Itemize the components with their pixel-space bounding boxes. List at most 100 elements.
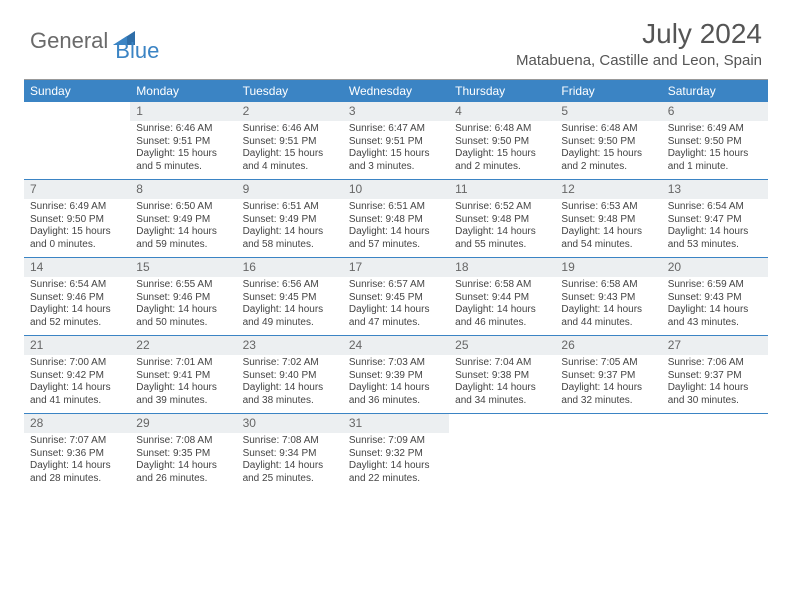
day-details: Sunrise: 7:02 AMSunset: 9:40 PMDaylight:…	[237, 355, 343, 413]
sunrise-text: Sunrise: 6:56 AM	[243, 279, 337, 292]
day-number: 19	[555, 258, 661, 277]
day-details: Sunrise: 6:49 AMSunset: 9:50 PMDaylight:…	[24, 199, 130, 257]
sunset-text: Sunset: 9:43 PM	[668, 292, 762, 305]
sunset-text: Sunset: 9:51 PM	[243, 136, 337, 149]
sunset-text: Sunset: 9:48 PM	[455, 214, 549, 227]
day-number: 22	[130, 336, 236, 355]
calendar-cell: 23Sunrise: 7:02 AMSunset: 9:40 PMDayligh…	[237, 336, 343, 413]
calendar-cell	[24, 102, 130, 179]
day-details: Sunrise: 6:53 AMSunset: 9:48 PMDaylight:…	[555, 199, 661, 257]
sunrise-text: Sunrise: 6:46 AM	[243, 123, 337, 136]
sunrise-text: Sunrise: 7:03 AM	[349, 357, 443, 370]
sunset-text: Sunset: 9:37 PM	[561, 370, 655, 383]
calendar-cell: 27Sunrise: 7:06 AMSunset: 9:37 PMDayligh…	[662, 336, 768, 413]
day-details: Sunrise: 6:56 AMSunset: 9:45 PMDaylight:…	[237, 277, 343, 335]
daylight-text: Daylight: 14 hours and 26 minutes.	[136, 460, 230, 485]
sunrise-text: Sunrise: 6:57 AM	[349, 279, 443, 292]
day-number: 20	[662, 258, 768, 277]
calendar-cell: 7Sunrise: 6:49 AMSunset: 9:50 PMDaylight…	[24, 180, 130, 257]
day-details	[662, 433, 768, 441]
day-number: 31	[343, 414, 449, 433]
day-details: Sunrise: 6:54 AMSunset: 9:47 PMDaylight:…	[662, 199, 768, 257]
day-details: Sunrise: 6:47 AMSunset: 9:51 PMDaylight:…	[343, 121, 449, 179]
day-details: Sunrise: 6:58 AMSunset: 9:43 PMDaylight:…	[555, 277, 661, 335]
day-number: 23	[237, 336, 343, 355]
sunrise-text: Sunrise: 6:46 AM	[136, 123, 230, 136]
sunrise-text: Sunrise: 6:51 AM	[243, 201, 337, 214]
sunset-text: Sunset: 9:50 PM	[455, 136, 549, 149]
daylight-text: Daylight: 14 hours and 41 minutes.	[30, 382, 124, 407]
weekday-header: Monday	[130, 80, 236, 102]
daylight-text: Daylight: 14 hours and 39 minutes.	[136, 382, 230, 407]
calendar-cell: 8Sunrise: 6:50 AMSunset: 9:49 PMDaylight…	[130, 180, 236, 257]
daylight-text: Daylight: 14 hours and 30 minutes.	[668, 382, 762, 407]
sunrise-text: Sunrise: 7:08 AM	[136, 435, 230, 448]
sunrise-text: Sunrise: 7:04 AM	[455, 357, 549, 370]
sunset-text: Sunset: 9:41 PM	[136, 370, 230, 383]
day-number: 9	[237, 180, 343, 199]
sunset-text: Sunset: 9:37 PM	[668, 370, 762, 383]
daylight-text: Daylight: 15 hours and 3 minutes.	[349, 148, 443, 173]
sunset-text: Sunset: 9:47 PM	[668, 214, 762, 227]
calendar-cell: 6Sunrise: 6:49 AMSunset: 9:50 PMDaylight…	[662, 102, 768, 179]
calendar-cell: 3Sunrise: 6:47 AMSunset: 9:51 PMDaylight…	[343, 102, 449, 179]
daylight-text: Daylight: 14 hours and 54 minutes.	[561, 226, 655, 251]
calendar-cell: 10Sunrise: 6:51 AMSunset: 9:48 PMDayligh…	[343, 180, 449, 257]
sunrise-text: Sunrise: 6:49 AM	[30, 201, 124, 214]
day-number: 13	[662, 180, 768, 199]
sunrise-text: Sunrise: 7:00 AM	[30, 357, 124, 370]
day-details: Sunrise: 7:07 AMSunset: 9:36 PMDaylight:…	[24, 433, 130, 491]
day-details: Sunrise: 6:58 AMSunset: 9:44 PMDaylight:…	[449, 277, 555, 335]
day-details: Sunrise: 7:08 AMSunset: 9:35 PMDaylight:…	[130, 433, 236, 491]
sunrise-text: Sunrise: 6:59 AM	[668, 279, 762, 292]
day-details: Sunrise: 6:55 AMSunset: 9:46 PMDaylight:…	[130, 277, 236, 335]
sunrise-text: Sunrise: 7:06 AM	[668, 357, 762, 370]
day-details	[555, 433, 661, 441]
daylight-text: Daylight: 15 hours and 4 minutes.	[243, 148, 337, 173]
sunset-text: Sunset: 9:51 PM	[349, 136, 443, 149]
day-details: Sunrise: 7:06 AMSunset: 9:37 PMDaylight:…	[662, 355, 768, 413]
day-details: Sunrise: 7:08 AMSunset: 9:34 PMDaylight:…	[237, 433, 343, 491]
weekday-header: Thursday	[449, 80, 555, 102]
sunset-text: Sunset: 9:48 PM	[561, 214, 655, 227]
calendar-cell: 30Sunrise: 7:08 AMSunset: 9:34 PMDayligh…	[237, 414, 343, 491]
sunset-text: Sunset: 9:49 PM	[136, 214, 230, 227]
calendar-week: 14Sunrise: 6:54 AMSunset: 9:46 PMDayligh…	[24, 257, 768, 335]
weekday-header: Friday	[555, 80, 661, 102]
calendar-cell: 1Sunrise: 6:46 AMSunset: 9:51 PMDaylight…	[130, 102, 236, 179]
calendar-cell: 28Sunrise: 7:07 AMSunset: 9:36 PMDayligh…	[24, 414, 130, 491]
daylight-text: Daylight: 14 hours and 46 minutes.	[455, 304, 549, 329]
day-number: 6	[662, 102, 768, 121]
sunrise-text: Sunrise: 7:09 AM	[349, 435, 443, 448]
daylight-text: Daylight: 15 hours and 0 minutes.	[30, 226, 124, 251]
sunrise-text: Sunrise: 6:53 AM	[561, 201, 655, 214]
day-details: Sunrise: 7:03 AMSunset: 9:39 PMDaylight:…	[343, 355, 449, 413]
sunset-text: Sunset: 9:48 PM	[349, 214, 443, 227]
day-details: Sunrise: 7:01 AMSunset: 9:41 PMDaylight:…	[130, 355, 236, 413]
daylight-text: Daylight: 14 hours and 36 minutes.	[349, 382, 443, 407]
day-details: Sunrise: 7:09 AMSunset: 9:32 PMDaylight:…	[343, 433, 449, 491]
sunrise-text: Sunrise: 6:50 AM	[136, 201, 230, 214]
logo-text-blue: Blue	[115, 38, 159, 64]
calendar: Sunday Monday Tuesday Wednesday Thursday…	[24, 79, 768, 491]
day-number: 14	[24, 258, 130, 277]
sunrise-text: Sunrise: 7:01 AM	[136, 357, 230, 370]
calendar-week: 28Sunrise: 7:07 AMSunset: 9:36 PMDayligh…	[24, 413, 768, 491]
calendar-cell	[449, 414, 555, 491]
calendar-cell: 16Sunrise: 6:56 AMSunset: 9:45 PMDayligh…	[237, 258, 343, 335]
day-details: Sunrise: 6:51 AMSunset: 9:49 PMDaylight:…	[237, 199, 343, 257]
day-number: 29	[130, 414, 236, 433]
sunrise-text: Sunrise: 6:51 AM	[349, 201, 443, 214]
sunset-text: Sunset: 9:46 PM	[136, 292, 230, 305]
day-number: 2	[237, 102, 343, 121]
sunset-text: Sunset: 9:43 PM	[561, 292, 655, 305]
day-number: 30	[237, 414, 343, 433]
day-number: 24	[343, 336, 449, 355]
day-details: Sunrise: 6:46 AMSunset: 9:51 PMDaylight:…	[237, 121, 343, 179]
page-header: General Blue July 2024 Matabuena, Castil…	[0, 0, 792, 73]
day-details: Sunrise: 6:57 AMSunset: 9:45 PMDaylight:…	[343, 277, 449, 335]
day-details: Sunrise: 7:04 AMSunset: 9:38 PMDaylight:…	[449, 355, 555, 413]
calendar-cell: 21Sunrise: 7:00 AMSunset: 9:42 PMDayligh…	[24, 336, 130, 413]
daylight-text: Daylight: 14 hours and 22 minutes.	[349, 460, 443, 485]
sunrise-text: Sunrise: 6:48 AM	[455, 123, 549, 136]
